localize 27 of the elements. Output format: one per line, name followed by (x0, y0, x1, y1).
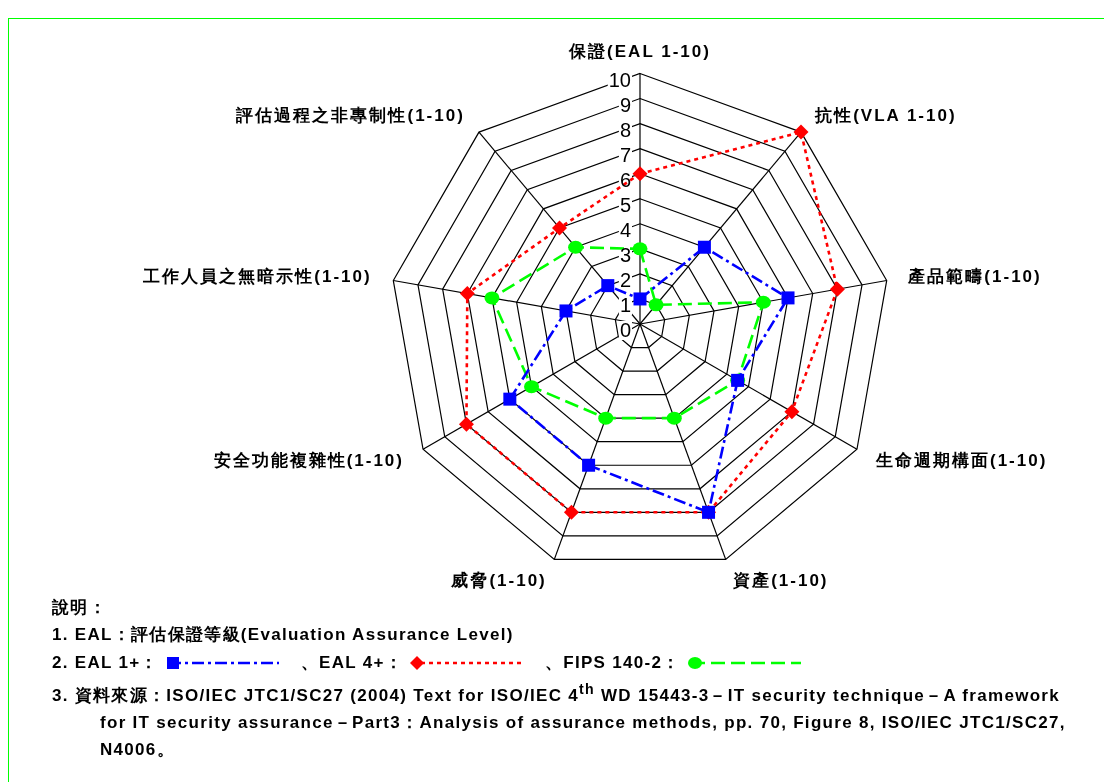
spoke-label: 評估過程之非專制性(1-10) (235, 105, 465, 125)
spoke-label: 生命週期構面(1-10) (874, 450, 1048, 470)
y-tick-label: 0 (619, 319, 631, 341)
spoke-label: 工作人員之無暗示性(1-10) (142, 267, 372, 287)
y-tick-label: 8 (619, 118, 631, 141)
y-tick-label: 2 (619, 268, 631, 291)
y-tick-label: 7 (619, 143, 631, 166)
y-tick-label: 3 (619, 243, 631, 266)
y-tick-label: 5 (619, 193, 631, 216)
y-tick-label: 4 (619, 218, 631, 241)
legend-label: 、EAL 4+： (300, 653, 403, 673)
spoke-label: 威脅(1-10) (450, 570, 547, 590)
spoke-label: 抗性(VLA 1-10) (814, 105, 957, 125)
text: 說明： (52, 597, 108, 619)
y-tick-label: 6 (619, 168, 631, 191)
legend-label: 、FIPS 140-2： (544, 653, 681, 673)
spoke-label: 資產(1-10) (732, 570, 829, 590)
spoke-label: 保證(EAL 1-10) (568, 42, 711, 61)
y-tick-label: 10 (608, 68, 631, 91)
y-tick-label: 9 (619, 93, 631, 116)
text: 3. 資料來源：ISO/IEC JTC1/SC27 (2004) Text for ISO/IEC 4$^{th}$ WD 15443-3－IT security technique－A framework for IT security assurance－Part3：Analysis of assurance methods, pp. 70, Figure 8, ISO/IEC JTC1/SC27, N4006。 (52, 680, 1067, 761)
legend-title: 2. (52, 653, 70, 673)
legend-label: EAL 1+： (74, 653, 159, 673)
y-tick-label: 1 (619, 293, 631, 316)
spoke-label: 安全功能複雜性(1-10) (213, 450, 405, 470)
text: 1. EAL：評估保證等級(Evaluation Assurance Level) (52, 624, 515, 646)
spoke-label: 產品範疇(1-10) (907, 267, 1042, 287)
